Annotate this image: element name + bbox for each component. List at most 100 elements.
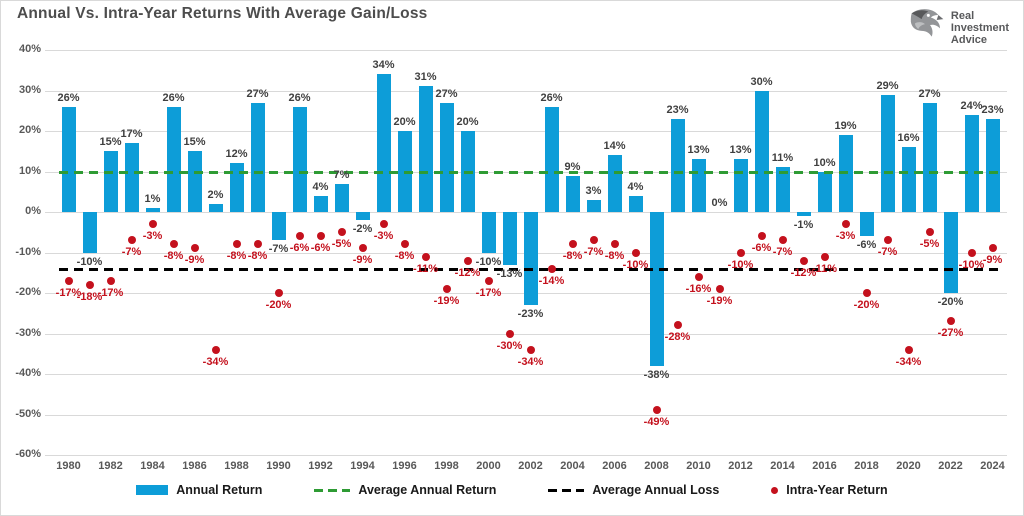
x-axis-tick-label: 1988 — [224, 460, 249, 472]
intra-year-return-dot — [442, 284, 451, 293]
intra-year-return-dot — [673, 321, 682, 330]
intra-year-return-label: -3% — [142, 230, 163, 243]
annual-return-bar — [796, 212, 811, 217]
annual-return-label: 2% — [207, 188, 224, 201]
intra-year-return-label: -8% — [163, 250, 184, 263]
annual-return-bar — [691, 159, 706, 212]
x-axis-tick-label: 2004 — [560, 460, 585, 472]
annual-return-label: -13% — [496, 267, 523, 280]
intra-year-return-label: -16% — [685, 282, 712, 295]
annual-return-bar — [628, 195, 643, 212]
x-axis-tick-label: 2008 — [644, 460, 669, 472]
y-axis-tick-label: 30% — [18, 83, 41, 96]
legend-swatch-dash — [314, 488, 351, 492]
annual-return-label: -23% — [517, 308, 544, 321]
ria-logo: Real Investment Advice — [905, 5, 1009, 50]
intra-year-return-dot — [946, 317, 955, 326]
intra-year-return-label: -9% — [982, 254, 1003, 267]
annual-return-bar — [964, 114, 979, 212]
y-axis-tick-label: -10% — [15, 245, 41, 258]
annual-return-bar — [481, 212, 496, 253]
intra-year-return-dot — [169, 240, 178, 249]
y-gridline — [45, 50, 1007, 51]
annual-return-bar — [502, 212, 517, 265]
intra-year-return-dot — [799, 256, 808, 265]
annual-return-bar — [355, 212, 370, 221]
x-axis-tick-label: 1980 — [56, 460, 81, 472]
annual-return-bar — [229, 163, 244, 212]
intra-year-return-label: -8% — [226, 250, 247, 263]
intra-year-return-label: -7% — [583, 246, 604, 259]
annual-return-label: 19% — [834, 120, 857, 133]
annual-return-bar — [565, 175, 580, 212]
x-axis-tick-label: 2018 — [854, 460, 879, 472]
intra-year-return-label: -18% — [76, 290, 103, 303]
y-axis-tick-label: 0% — [25, 205, 41, 217]
intra-year-return-label: -20% — [265, 299, 292, 311]
annual-return-label: 23% — [666, 103, 689, 116]
intra-year-return-dot — [358, 244, 367, 253]
annual-return-label: 11% — [771, 152, 794, 165]
intra-year-return-dot — [232, 240, 241, 249]
annual-return-label: -10% — [475, 255, 502, 268]
annual-return-label: 9% — [564, 160, 581, 173]
annual-return-bar — [880, 94, 895, 212]
intra-year-return-label: -17% — [97, 286, 124, 299]
annual-return-bar — [586, 199, 601, 212]
annual-return-bar — [670, 118, 685, 212]
annual-return-bar — [985, 118, 1000, 212]
average-annual-return-line — [59, 170, 999, 174]
annual-return-label: 16% — [897, 132, 920, 145]
x-axis-tick-label: 2000 — [476, 460, 501, 472]
annual-return-bar — [376, 74, 391, 212]
annual-return-label: 23% — [981, 103, 1004, 116]
intra-year-return-label: -6% — [310, 242, 331, 255]
intra-year-return-dot — [274, 289, 283, 297]
annual-return-label: -20% — [937, 296, 964, 308]
annual-return-bar — [292, 106, 307, 212]
annual-return-label: 29% — [876, 79, 899, 92]
intra-year-return-label: -34% — [895, 355, 922, 368]
intra-year-return-dot — [736, 248, 745, 257]
annual-return-bar — [187, 151, 202, 212]
intra-year-return-dot — [778, 236, 787, 245]
logo-text: Real Investment Advice — [951, 10, 1009, 46]
annual-return-bar — [439, 102, 454, 212]
intra-year-return-dot — [85, 280, 94, 289]
intra-year-return-dot — [127, 236, 136, 245]
annual-return-bar — [334, 183, 349, 212]
legend-label: Average Annual Return — [358, 483, 497, 497]
legend-item-average-annual-return: Average Annual Return — [314, 483, 496, 497]
annual-return-label: 4% — [312, 180, 329, 193]
intra-year-return-label: -20% — [853, 299, 880, 311]
annual-return-label: 17% — [120, 128, 143, 141]
annual-return-bar — [313, 195, 328, 212]
intra-year-return-dot — [526, 345, 535, 354]
intra-year-return-label: -19% — [706, 294, 733, 307]
legend-label: Intra-Year Return — [786, 483, 888, 497]
annual-return-label: 13% — [729, 144, 752, 157]
annual-return-label: 10% — [813, 156, 836, 169]
y-gridline — [45, 414, 1007, 416]
annual-return-label: 7% — [333, 168, 350, 181]
intra-year-return-label: -8% — [562, 250, 583, 263]
annual-return-label: 20% — [456, 116, 479, 128]
intra-year-return-label: -9% — [352, 254, 373, 267]
annual-return-bar — [124, 143, 139, 212]
x-axis-tick-label: 1998 — [434, 460, 459, 472]
intra-year-return-label: -17% — [55, 286, 82, 299]
intra-year-return-dot — [463, 256, 472, 265]
intra-year-return-label: -6% — [751, 242, 772, 255]
annual-return-bar — [103, 151, 118, 212]
annual-return-label: -38% — [643, 368, 670, 381]
annual-return-bar — [817, 171, 832, 212]
annual-return-label: -1% — [793, 219, 814, 232]
intra-year-return-label: -27% — [937, 327, 964, 340]
annual-return-label: 14% — [603, 140, 626, 153]
legend-swatch-bar — [136, 485, 169, 495]
x-axis-tick-label: 1992 — [308, 460, 333, 472]
annual-return-bar — [166, 106, 181, 212]
y-axis-tick-label: -30% — [15, 326, 41, 339]
annual-return-bar — [754, 90, 769, 212]
